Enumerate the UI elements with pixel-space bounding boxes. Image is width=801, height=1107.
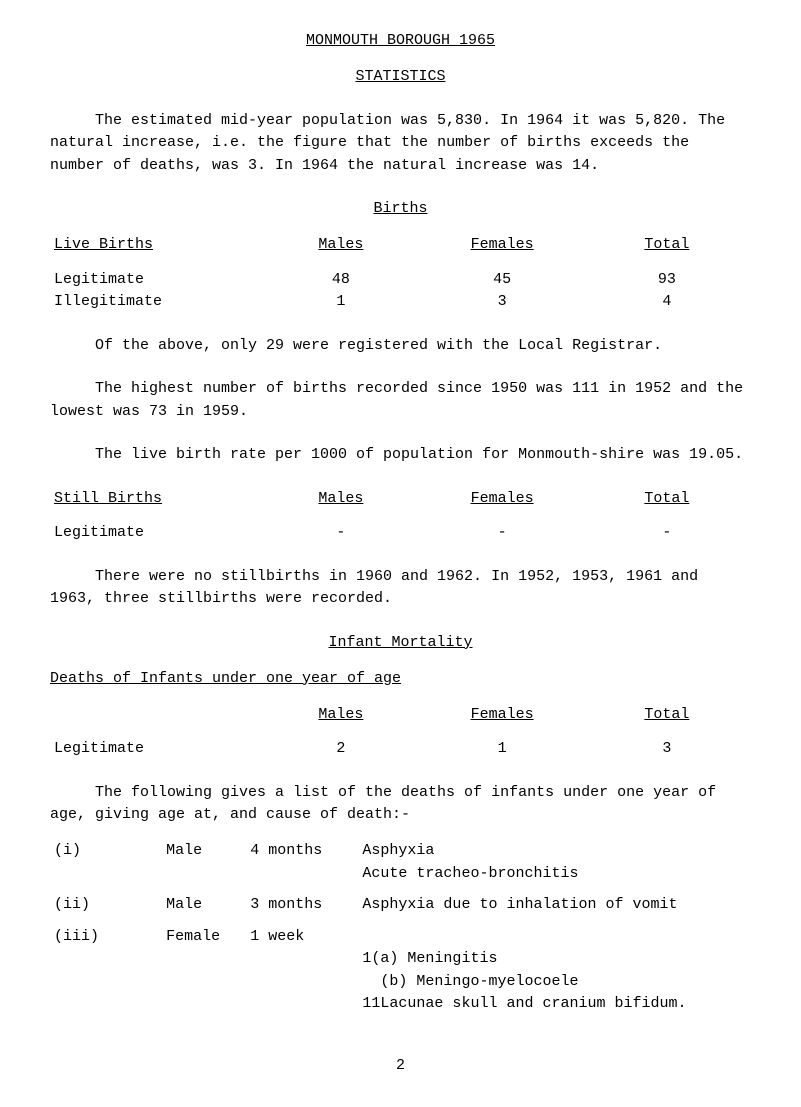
th-total-2: Total: [644, 490, 689, 507]
cause-line: Acute tracheo-bronchitis: [362, 865, 578, 882]
paragraph-stillbirths: There were no stillbirths in 1960 and 19…: [50, 566, 751, 611]
paragraph-following: The following gives a list of the deaths…: [50, 782, 751, 827]
th-females-3: Females: [471, 706, 534, 723]
cell-t: 3: [583, 738, 751, 761]
cell-f: 3: [422, 291, 583, 314]
cause-desc: Asphyxia due to inhalation of vomit: [358, 894, 751, 926]
cause-line: 1(a) Meningitis: [362, 950, 497, 967]
cause-desc: 1(a) Meningitis (b) Meningo-myelocoele 1…: [358, 926, 751, 1025]
th-females-2: Females: [471, 490, 534, 507]
cell-label: Legitimate: [50, 522, 260, 545]
paragraph-intro: The estimated mid-year population was 5,…: [50, 110, 751, 178]
cell-t: 93: [583, 269, 751, 292]
cell-t: 4: [583, 291, 751, 314]
cause-desc: Asphyxia Acute tracheo-bronchitis: [358, 840, 751, 894]
cell-label: Legitimate: [50, 269, 260, 292]
th-males: Males: [318, 236, 363, 253]
cell-m: 1: [260, 291, 421, 314]
cause-age: 3 months: [246, 894, 358, 926]
th-total-3: Total: [644, 706, 689, 723]
cause-line: Asphyxia due to inhalation of vomit: [362, 896, 677, 913]
paragraph-rate: The live birth rate per 1000 of populati…: [50, 444, 751, 467]
cell-t: -: [583, 522, 751, 545]
row-illegitimate: Illegitimate 1 3 4: [50, 291, 751, 314]
cause-sex: Male: [162, 894, 246, 926]
th-total: Total: [644, 236, 689, 253]
cell-label: Illegitimate: [50, 291, 260, 314]
births-heading: Births: [373, 200, 427, 217]
cell-f: 45: [422, 269, 583, 292]
th-males-2: Males: [318, 490, 363, 507]
cell-f: -: [422, 522, 583, 545]
row-still-legitimate: Legitimate - - -: [50, 522, 751, 545]
cell-m: 48: [260, 269, 421, 292]
cause-id: (i): [50, 840, 162, 894]
page-number: 2: [50, 1055, 751, 1078]
cause-line: 11Lacunae skull and cranium bifidum.: [362, 995, 686, 1012]
cause-row-3: (iii) Female 1 week 1(a) Meningitis (b) …: [50, 926, 751, 1025]
row-legitimate: Legitimate 48 45 93: [50, 269, 751, 292]
cause-row-2: (ii) Male 3 months Asphyxia due to inhal…: [50, 894, 751, 926]
causes-table: (i) Male 4 months Asphyxia Acute tracheo…: [50, 840, 751, 1025]
th-males-3: Males: [318, 706, 363, 723]
cell-m: 2: [260, 738, 421, 761]
live-births-table: Live Births Males Females Total Legitima…: [50, 234, 751, 314]
still-births-table: Still Births Males Females Total Legitim…: [50, 488, 751, 545]
cause-sex: Male: [162, 840, 246, 894]
cause-id: (ii): [50, 894, 162, 926]
cause-id: (iii): [50, 926, 162, 1025]
cause-line: Asphyxia: [362, 842, 434, 859]
paragraph-registrar: Of the above, only 29 were registered wi…: [50, 335, 751, 358]
infant-deaths-table: Males Females Total Legitimate 2 1 3: [50, 704, 751, 761]
cause-age: 1 week: [246, 926, 358, 1025]
cell-m: -: [260, 522, 421, 545]
deaths-subheading: Deaths of Infants under one year of age: [50, 670, 401, 687]
cause-age: 4 months: [246, 840, 358, 894]
cell-label: Legitimate: [50, 738, 260, 761]
infant-mortality-heading: Infant Mortality: [328, 634, 472, 651]
cause-row-1: (i) Male 4 months Asphyxia Acute tracheo…: [50, 840, 751, 894]
row-deaths-legitimate: Legitimate 2 1 3: [50, 738, 751, 761]
paragraph-highest: The highest number of births recorded si…: [50, 378, 751, 423]
cause-sex: Female: [162, 926, 246, 1025]
cell-f: 1: [422, 738, 583, 761]
th-live-births: Live Births: [54, 236, 153, 253]
th-females: Females: [471, 236, 534, 253]
th-still-births: Still Births: [54, 490, 162, 507]
cause-line: (b) Meningo-myelocoele: [362, 973, 578, 990]
doc-title-2: STATISTICS: [355, 68, 445, 85]
doc-title-1: MONMOUTH BOROUGH 1965: [306, 32, 495, 49]
